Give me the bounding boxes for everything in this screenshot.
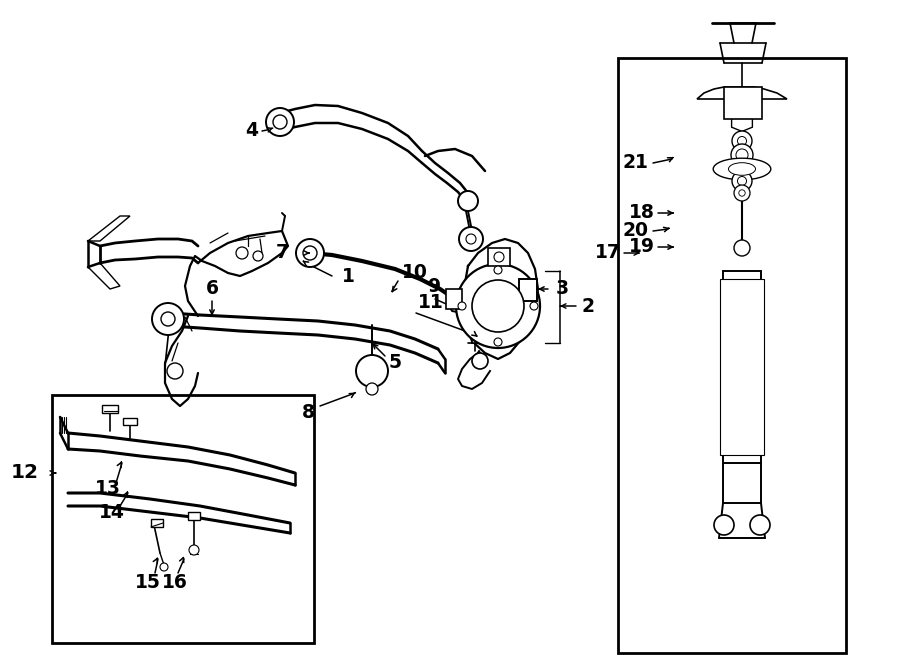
Bar	[52, 395, 314, 643]
Circle shape	[266, 108, 294, 136]
Text: 7: 7	[275, 243, 289, 262]
Circle shape	[456, 264, 540, 348]
Bar	[488, 248, 510, 266]
Text: 1: 1	[342, 266, 355, 286]
Bar	[102, 405, 118, 413]
Circle shape	[494, 338, 502, 346]
Bar	[618, 58, 846, 653]
Text: 19: 19	[629, 237, 655, 256]
Text: 18: 18	[629, 204, 655, 223]
Bar	[123, 418, 137, 425]
Text: 21: 21	[622, 153, 648, 173]
Bar	[446, 289, 462, 309]
Circle shape	[458, 302, 466, 310]
Text: 15: 15	[135, 574, 161, 592]
Circle shape	[189, 545, 199, 555]
Circle shape	[458, 191, 478, 211]
Circle shape	[161, 312, 175, 326]
Bar	[188, 512, 200, 520]
Polygon shape	[732, 114, 752, 132]
Text: 3: 3	[555, 280, 569, 299]
Circle shape	[734, 240, 750, 256]
Text: 4: 4	[246, 122, 258, 141]
Text: 10: 10	[402, 264, 428, 282]
Circle shape	[732, 131, 752, 151]
Text: 17: 17	[595, 243, 621, 262]
Text: 16: 16	[162, 574, 188, 592]
Circle shape	[152, 303, 184, 335]
Circle shape	[160, 563, 168, 571]
Circle shape	[459, 227, 483, 251]
Text: 11: 11	[418, 293, 444, 313]
Circle shape	[737, 176, 746, 186]
Circle shape	[236, 247, 248, 259]
Circle shape	[253, 251, 263, 261]
Bar	[720, 279, 764, 455]
Circle shape	[732, 171, 752, 191]
Polygon shape	[697, 87, 787, 99]
Bar	[724, 87, 762, 119]
Text: 12: 12	[11, 463, 39, 483]
Text: 5: 5	[389, 354, 401, 373]
Bar	[151, 519, 163, 527]
Circle shape	[750, 515, 770, 535]
Circle shape	[472, 280, 524, 332]
Circle shape	[736, 149, 748, 161]
Circle shape	[472, 353, 488, 369]
Circle shape	[494, 252, 504, 262]
Circle shape	[734, 185, 750, 201]
Circle shape	[167, 363, 183, 379]
Circle shape	[273, 115, 287, 129]
Bar	[472, 321, 492, 343]
Ellipse shape	[728, 163, 755, 175]
Bar	[723, 271, 761, 463]
Circle shape	[714, 515, 734, 535]
Circle shape	[739, 190, 745, 196]
Ellipse shape	[713, 158, 770, 180]
Text: 9: 9	[428, 276, 442, 295]
Circle shape	[731, 144, 753, 166]
Circle shape	[530, 302, 538, 310]
Text: 6: 6	[205, 280, 219, 299]
Text: 20: 20	[622, 221, 648, 241]
Circle shape	[303, 246, 317, 260]
Circle shape	[737, 137, 746, 145]
Text: 2: 2	[581, 297, 595, 315]
Circle shape	[296, 239, 324, 267]
Circle shape	[366, 383, 378, 395]
Text: 14: 14	[99, 504, 125, 522]
Circle shape	[466, 234, 476, 244]
Circle shape	[356, 355, 388, 387]
Bar	[519, 279, 537, 301]
Text: 13: 13	[95, 479, 121, 498]
Text: 8: 8	[302, 403, 314, 422]
Circle shape	[494, 266, 502, 274]
